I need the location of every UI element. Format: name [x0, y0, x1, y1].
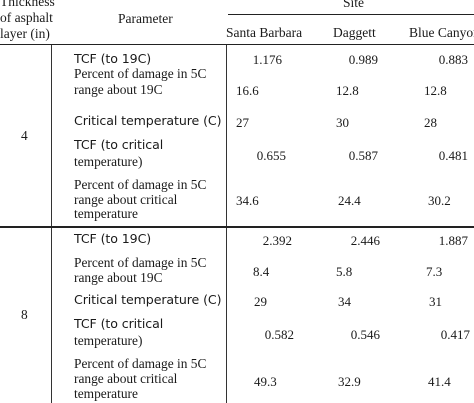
value-santa-barbara: 34.6 — [236, 193, 259, 208]
parameter-label: temperature) — [74, 154, 143, 169]
parameter-label: Percent of damage in 5C — [74, 177, 207, 192]
parameter-label: range about critical — [74, 192, 178, 207]
value-blue-canyon: 41.4 — [428, 374, 451, 389]
value-blue-canyon: 0.883 — [438, 52, 468, 67]
value-daggett: 12.8 — [336, 83, 359, 98]
parameter-label: range about 19C — [74, 82, 163, 97]
value-blue-canyon: 0.417 — [440, 327, 470, 342]
value-daggett: 0.546 — [350, 327, 380, 342]
value-santa-barbara: 49.3 — [254, 374, 277, 389]
value-santa-barbara: 1.176 — [252, 52, 282, 67]
value-daggett: 32.9 — [338, 374, 361, 389]
site-underline — [228, 14, 474, 15]
value-santa-barbara: 2.392 — [262, 233, 292, 248]
parameter-label: Critical temperature (C) — [74, 292, 222, 307]
parameter-label: TCF (to 19C) — [74, 231, 152, 246]
parameter-label: temperature — [74, 386, 138, 401]
parameter-label: temperature) — [74, 333, 143, 348]
header-site: Site — [343, 0, 365, 10]
header-site-blue-canyon: Blue Canyon — [409, 25, 474, 40]
value-santa-barbara: 0.582 — [264, 327, 294, 342]
parameter-label: TCF (to 19C) — [74, 51, 152, 66]
value-santa-barbara: 27 — [236, 115, 249, 130]
header-thickness-line3: layer (in) — [0, 26, 50, 41]
header-thickness-line1: Thickness — [0, 0, 55, 9]
value-daggett: 34 — [338, 294, 351, 309]
value-blue-canyon: 1.887 — [438, 233, 468, 248]
column-divider-left — [51, 45, 52, 403]
group-separator — [0, 226, 474, 228]
thickness-value: 8 — [21, 307, 28, 322]
header-site-daggett: Daggett — [333, 25, 376, 40]
header-parameter: Parameter — [118, 11, 173, 26]
value-daggett: 0.989 — [348, 52, 378, 67]
header-site-santa-barbara: Santa Barbara — [226, 25, 303, 40]
value-daggett: 30 — [336, 115, 349, 130]
value-santa-barbara: 0.655 — [256, 148, 286, 163]
parameter-label: temperature — [74, 206, 138, 221]
value-daggett: 2.446 — [350, 233, 380, 248]
value-blue-canyon: 30.2 — [428, 193, 451, 208]
value-santa-barbara: 8.4 — [253, 264, 270, 279]
value-daggett: 0.587 — [348, 148, 378, 163]
parameter-label: Percent of damage in 5C — [74, 356, 207, 371]
value-daggett: 5.8 — [336, 264, 353, 279]
parameter-label: range about 19C — [74, 270, 163, 285]
value-blue-canyon: 31 — [429, 294, 442, 309]
parameter-label: TCF (to critical — [74, 137, 164, 152]
parameter-label: Critical temperature (C) — [74, 113, 222, 128]
value-blue-canyon: 0.481 — [438, 148, 468, 163]
parameter-label: TCF (to critical — [74, 316, 164, 331]
parameter-label: Percent of damage in 5C — [74, 255, 207, 270]
header-rule — [0, 44, 474, 45]
parameter-label: Percent of damage in 5C — [74, 66, 207, 81]
header-thickness-line2: of asphalt — [0, 10, 53, 25]
value-daggett: 24.4 — [338, 193, 361, 208]
value-blue-canyon: 12.8 — [424, 83, 447, 98]
column-divider-right — [226, 45, 227, 403]
value-blue-canyon: 28 — [424, 115, 437, 130]
thickness-value: 4 — [21, 128, 28, 143]
value-santa-barbara: 29 — [254, 294, 267, 309]
parameter-label: range about critical — [74, 371, 178, 386]
value-santa-barbara: 16.6 — [236, 83, 259, 98]
value-blue-canyon: 7.3 — [426, 264, 443, 279]
